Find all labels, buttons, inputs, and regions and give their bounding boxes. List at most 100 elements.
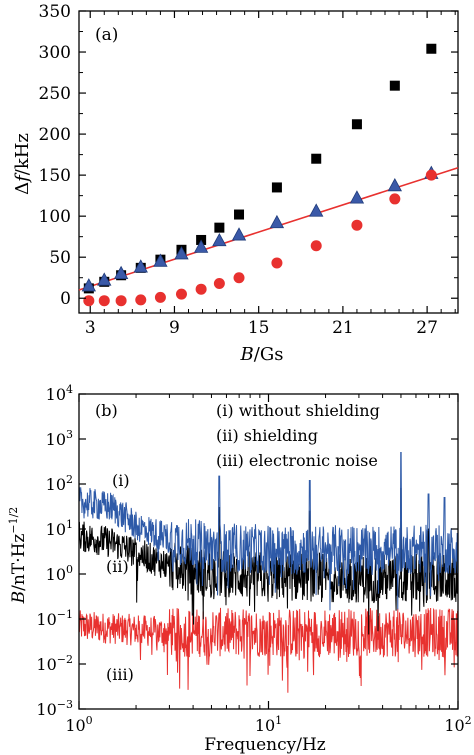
panel-a-x-var: B [240,344,254,365]
x-tick-label-exponent: 1 [275,714,282,727]
circle-point [115,295,127,307]
y-tick-label-base: 10 [46,475,66,494]
y-tick-label: 10−3 [36,698,73,719]
panel-b-y-var: B [9,591,29,605]
panel-a-x-unit: /Gs [254,344,284,365]
panel-b-x-axis-label: Frequency/Hz [204,735,326,755]
y-tick-label-base: 10 [46,430,66,449]
y-tick-label: 103 [46,428,73,449]
panel-b-y-exponent: −1/2 [7,507,20,534]
circle-point [425,169,437,181]
triangle-point [193,239,209,253]
noise-trace [78,452,459,611]
triangle-point [97,272,112,286]
circle-point [154,291,166,303]
panel-a-label: (a) [95,25,118,45]
y-tick-label-exponent: 1 [66,518,73,531]
y-tick-label: 150 [39,166,71,186]
x-tick-label-base: 10 [255,716,275,735]
panel-a-ticks: 3 9 15 21 27 0 50 100 150 200 250 300 350 [39,2,458,338]
square-point [389,80,400,91]
x-tick-label: 100 [65,714,92,735]
circle-point [213,277,225,289]
panel-b-y-unit: /nT·Hz [9,534,29,591]
circle-point [271,257,283,269]
y-tick-label: 100 [39,207,71,227]
square-point [351,119,362,130]
square-point [234,209,245,220]
panel-b-legend-item-2: (ii) shielding [216,426,318,445]
panel-a: 3 9 15 21 27 0 50 100 150 200 250 300 350 (a) B/Gs Δ… [12,2,459,365]
x-tick-label: 9 [169,318,180,338]
y-tick-label: 104 [46,383,73,404]
y-tick-label: 300 [39,43,71,63]
square-point [426,43,437,54]
x-tick-label: 3 [85,318,96,338]
x-tick-label-base: 10 [65,716,85,735]
circle-point [351,219,363,231]
square-point [214,222,225,233]
noise-trace [78,607,459,693]
y-tick-label: 350 [39,2,71,22]
panel-a-y-unit: /kHz [12,133,33,175]
square-point [271,182,282,193]
triangle-point [349,190,365,204]
triangle-point [174,246,189,260]
circle-point [98,295,110,307]
triangle-point [212,232,227,247]
panel-b-legend-item-1: (i) without shielding [216,401,380,420]
circle-point [389,193,401,205]
panel-b-series-label-iii: (iii) [106,665,134,684]
panel-a-y-prefix: Δ [12,182,33,195]
panel-a-x-axis-label: B/Gs [240,344,284,365]
triangle-point [387,177,403,192]
triangle-point [309,203,324,217]
x-tick-label: 27 [416,318,438,338]
triangle-point [231,227,247,241]
y-tick-label-exponent: 4 [66,383,73,396]
triangle-point [81,278,96,292]
panel-b-noise-traces [78,452,459,693]
triangle-point [269,214,285,229]
x-tick-label-base: 10 [444,716,464,735]
y-tick-label: 102 [46,473,73,494]
y-tick-label-base: 10 [36,655,56,674]
y-tick-label-base: 10 [46,565,66,584]
panel-b-label: (b) [95,401,118,420]
circle-point [135,294,147,306]
y-tick-label-base: 10 [36,610,56,629]
y-tick-label-base: 10 [46,385,66,404]
panel-b-y-axis-label: B/nT·Hz−1/2 [7,507,29,605]
y-tick-label-exponent: 3 [66,428,73,441]
triangle-point [113,265,129,280]
y-tick-label-base: 10 [36,700,56,719]
y-tick-label-exponent: −2 [57,653,73,666]
y-tick-label-exponent: 2 [66,473,73,486]
x-tick-label: 15 [248,318,270,338]
circle-point [195,283,207,295]
triangle-point [153,253,168,267]
square-point [311,153,322,164]
x-tick-label: 102 [444,714,471,735]
x-tick-label: 21 [332,318,354,338]
circle-point [175,288,187,300]
y-tick-label: 200 [39,125,71,145]
panel-b-series-label-i: (i) [112,471,130,490]
y-tick-label-exponent: −3 [57,698,73,711]
y-tick-label: 250 [39,84,71,104]
y-tick-label-exponent: −1 [57,608,73,621]
panel-a-frame [78,10,459,314]
panel-b-legend-item-3: (iii) electronic noise [216,451,378,470]
x-tick-label-exponent: 0 [86,714,93,727]
panel-a-data-points [81,43,439,307]
y-tick-label: 10−1 [36,608,73,629]
y-tick-label: 0 [60,289,71,309]
y-tick-label: 101 [46,518,73,539]
y-tick-label-exponent: 0 [66,563,73,576]
panel-b-series-label-ii: (ii) [106,557,129,576]
circle-point [310,240,322,252]
y-tick-label: 10−2 [36,653,73,674]
